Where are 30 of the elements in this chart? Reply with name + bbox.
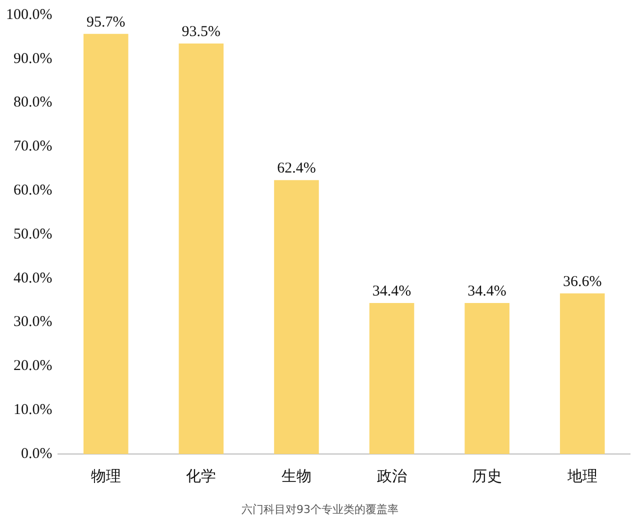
x-tick-label: 生物 bbox=[281, 466, 312, 485]
y-tick-label: 0.0% bbox=[20, 446, 52, 462]
x-tick-label: 地理 bbox=[566, 466, 598, 485]
y-tick-label: 90.0% bbox=[13, 50, 52, 67]
y-tick-label: 100.0% bbox=[6, 6, 52, 23]
x-tick-label: 物理 bbox=[90, 466, 121, 485]
data-label: 34.4% bbox=[468, 283, 506, 300]
y-tick-label: 40.0% bbox=[13, 270, 52, 286]
x-tick-label: 历史 bbox=[472, 466, 502, 485]
data-label: 62.4% bbox=[277, 160, 316, 176]
data-label: 34.4% bbox=[372, 283, 412, 300]
y-tick-label: 80.0% bbox=[13, 94, 52, 111]
bar bbox=[84, 34, 128, 454]
x-tick-label: 化学 bbox=[186, 466, 216, 485]
x-tick-label: 政治 bbox=[376, 466, 407, 485]
y-tick-label: 10.0% bbox=[13, 402, 52, 418]
y-tick-label: 50.0% bbox=[13, 226, 52, 242]
data-label: 95.7% bbox=[86, 14, 126, 30]
bar bbox=[274, 180, 319, 454]
text: 六门科目对93个专业类的覆盖率 bbox=[240, 502, 400, 517]
bar bbox=[560, 293, 605, 454]
y-tick-label: 30.0% bbox=[13, 314, 52, 330]
bar bbox=[464, 302, 510, 454]
y-tick-label: 60.0% bbox=[13, 182, 52, 199]
data-label: 93.5% bbox=[182, 24, 221, 40]
y-tick-label: 20.0% bbox=[13, 358, 52, 374]
bar bbox=[369, 302, 414, 454]
y-tick-label: 70.0% bbox=[13, 138, 52, 155]
bar bbox=[178, 44, 224, 454]
data-label: 36.6% bbox=[562, 274, 602, 290]
